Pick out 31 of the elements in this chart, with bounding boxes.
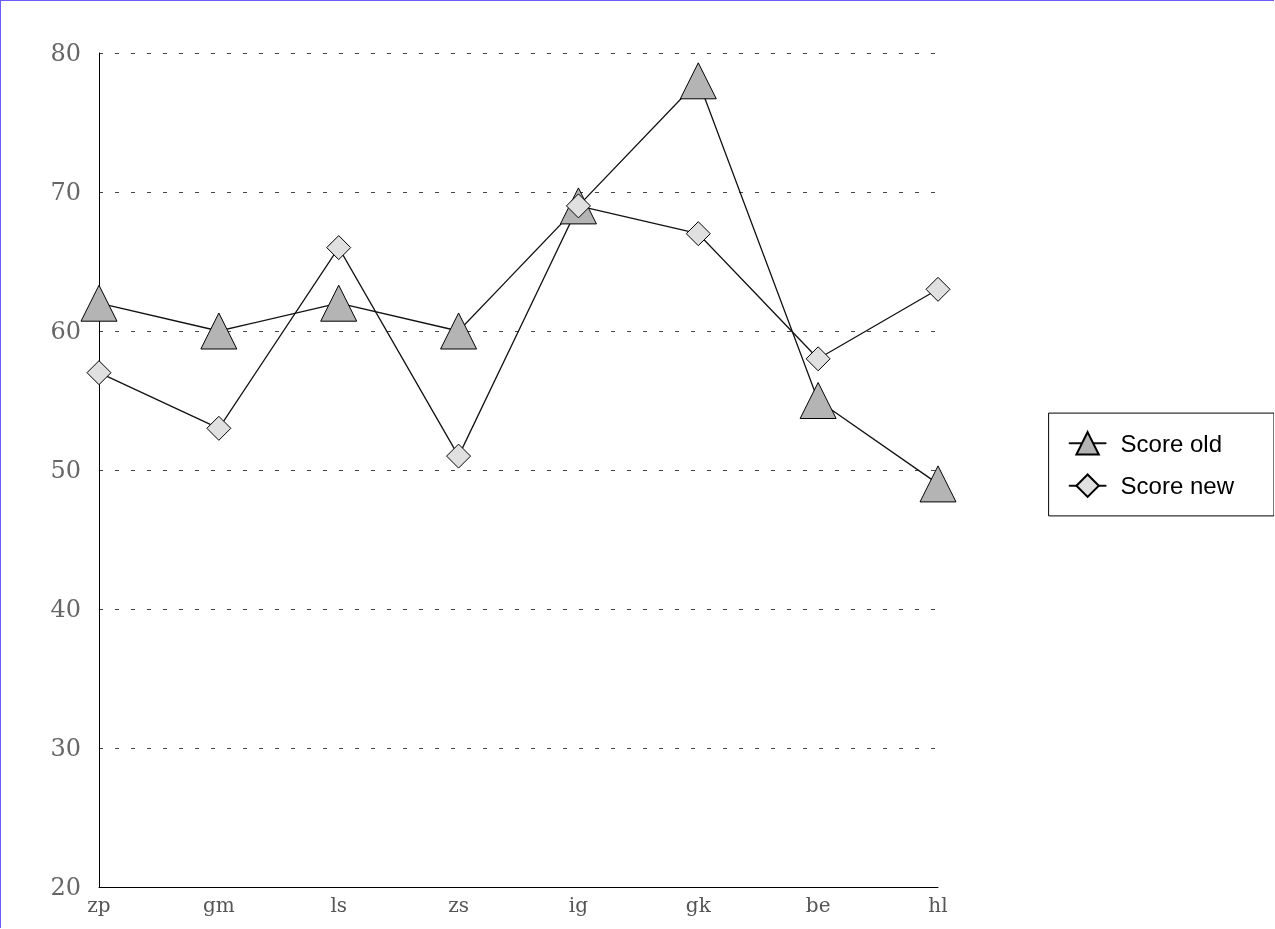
x-tick-label: zs bbox=[448, 893, 469, 917]
x-tick-label: ls bbox=[330, 893, 348, 917]
legend-label: Score new bbox=[1120, 472, 1235, 500]
point bbox=[200, 312, 238, 350]
x-tick-label: zp bbox=[87, 893, 111, 917]
point bbox=[80, 284, 118, 322]
point bbox=[685, 221, 711, 247]
legend-label: Score old bbox=[1120, 429, 1222, 457]
point bbox=[326, 235, 352, 261]
point bbox=[679, 62, 717, 100]
x-tick-label: gm bbox=[202, 893, 235, 917]
point bbox=[320, 284, 358, 322]
x-tick-label: hl bbox=[928, 893, 948, 917]
point bbox=[446, 443, 472, 469]
point bbox=[86, 360, 112, 386]
y-tick-label: 30 bbox=[50, 734, 81, 762]
point bbox=[206, 415, 232, 441]
y-tick-label: 40 bbox=[50, 595, 81, 623]
y-tick-label: 80 bbox=[50, 39, 81, 67]
y-tick-label: 50 bbox=[50, 456, 81, 484]
point bbox=[440, 312, 478, 350]
point bbox=[919, 465, 957, 503]
y-tick-label: 70 bbox=[50, 178, 81, 206]
point bbox=[805, 346, 831, 372]
point bbox=[925, 276, 951, 302]
y-tick-label: 20 bbox=[50, 873, 81, 901]
x-tick-label: be bbox=[805, 893, 831, 917]
x-tick-label: ig bbox=[568, 893, 589, 917]
y-tick-label: 60 bbox=[50, 317, 81, 345]
x-tick-label: gk bbox=[685, 893, 712, 917]
point bbox=[799, 382, 837, 419]
